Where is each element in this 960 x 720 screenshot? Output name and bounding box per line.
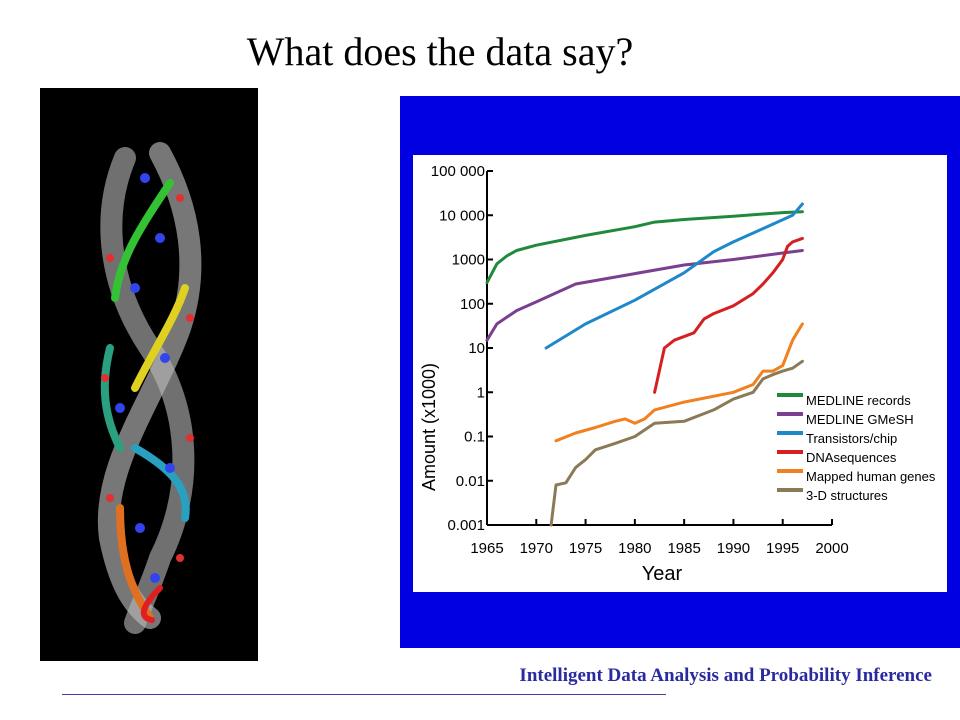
y-tick-label: 100 000 [431,163,485,180]
x-tick-label: 1975 [569,540,602,557]
legend-label: MEDLINE GMeSH [806,412,914,427]
series-line-4 [653,236,804,394]
dna-helix-image [40,88,258,661]
legend-label: Transistors/chip [806,431,897,446]
series-layer [485,202,804,527]
y-tick-label: 0.1 [464,429,485,446]
series-line-6 [549,359,804,527]
dna-double-helix-image-icon [40,88,258,661]
footer-course-title: Intelligent Data Analysis and Probabilit… [519,665,932,686]
legend-layer: MEDLINE records MEDLINE GMeSH Transistors/… [777,393,936,503]
y-tick-label: 1 [477,384,485,401]
legend-label: DNAsequences [806,450,897,465]
axis-layer: 100 000 10 000 1000 100 10 1 0.1 0.01 0.001 1965 1… [419,163,849,585]
series-line-5 [554,322,804,443]
x-tick-label: 1990 [717,540,750,557]
y-axis-label: Amount (x1000) [419,363,439,491]
growth-chart: 100 000 10 000 1000 100 10 1 0.1 0.01 0.001 1965 1… [419,163,936,585]
x-tick-label: 1980 [618,540,651,557]
x-axis-label: Year [642,563,683,585]
x-tick-label: 1985 [667,540,700,557]
legend-label: MEDLINE records [806,393,911,408]
x-tick-label: 1995 [766,540,799,557]
y-tick-label: 0.01 [456,473,485,490]
y-tick-label: 10 000 [439,207,485,224]
series-line-1 [485,210,804,285]
x-tick-label: 2000 [815,540,848,557]
series-line-2 [485,249,804,342]
y-tick-label: 10 [468,340,485,357]
chart-card: 100 000 10 000 1000 100 10 1 0.1 0.01 0.001 1965 1… [413,155,947,592]
y-tick-label: 0.001 [447,517,485,534]
x-tick-label: 1970 [520,540,553,557]
series-line-3 [544,202,804,350]
legend-label: Mapped human genes [806,469,936,484]
legend-label: 3-D structures [806,488,888,503]
x-tick-label: 1965 [470,540,503,557]
y-tick-label: 100 [460,296,485,313]
footer-divider [62,694,666,695]
y-tick-label: 1000 [452,252,485,269]
slide-title: What does the data say? [246,29,634,74]
